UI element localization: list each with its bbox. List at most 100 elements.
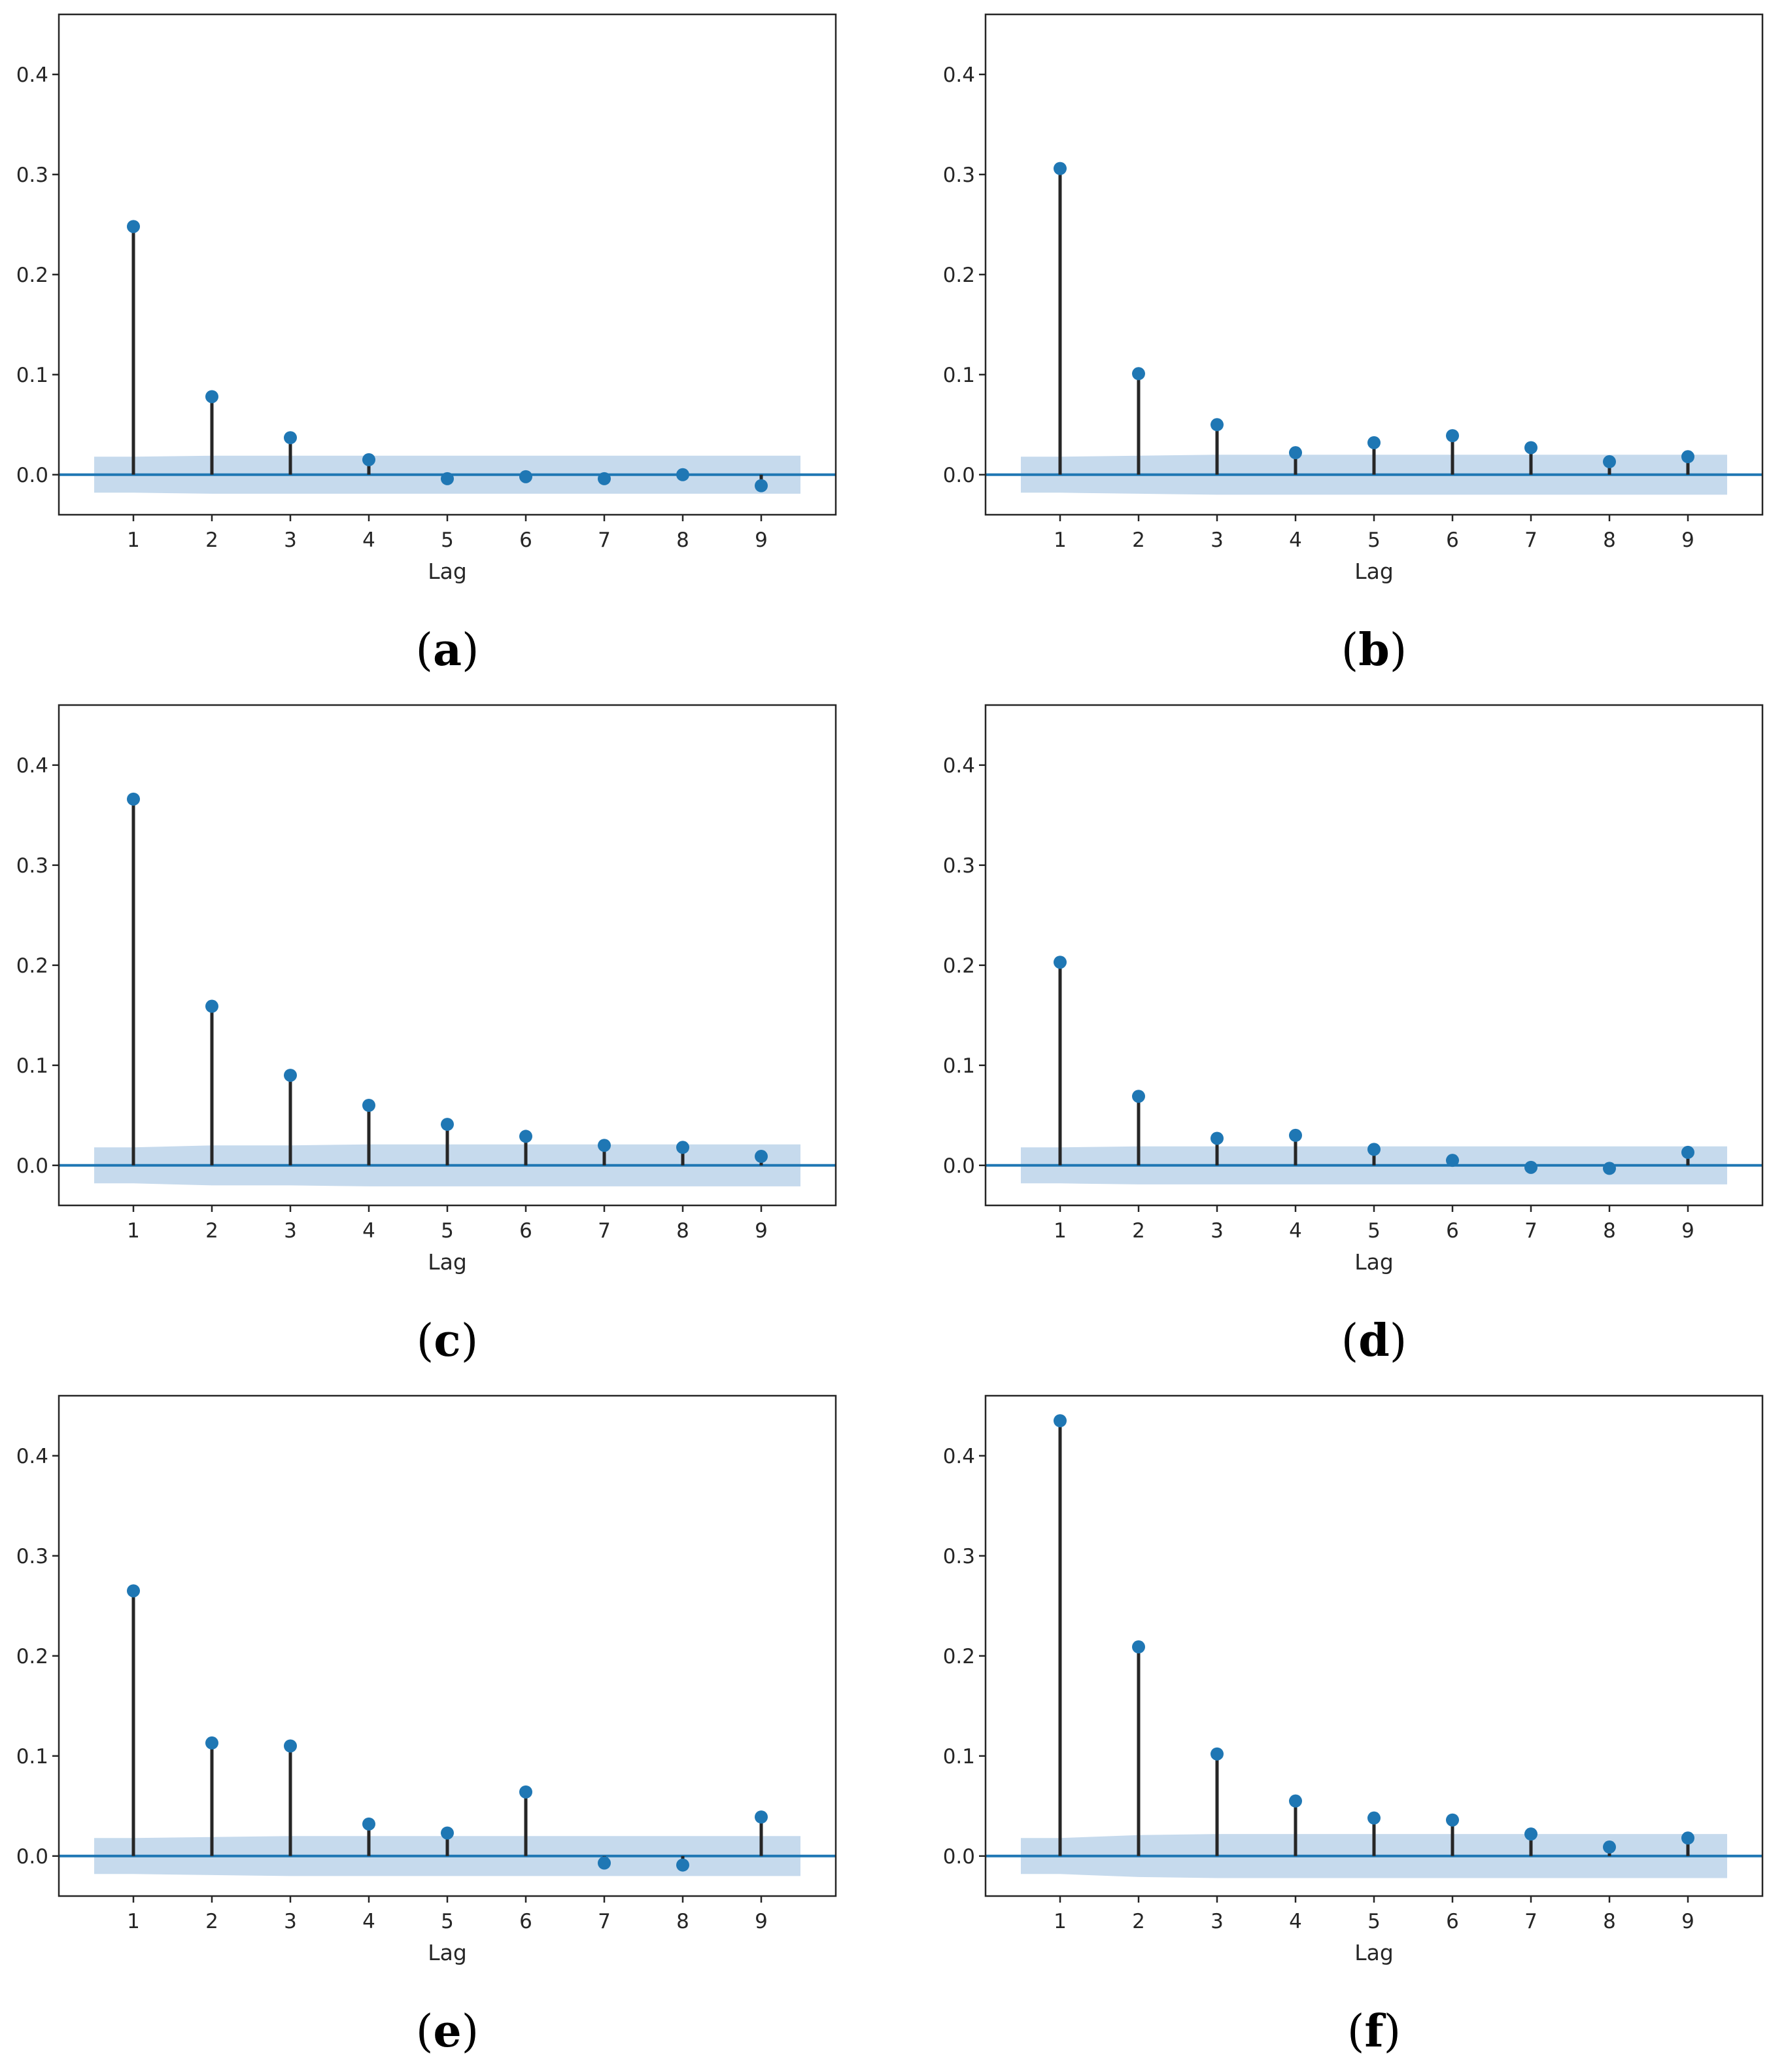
marker-lag-7 (1524, 441, 1537, 455)
x-tick-label: 5 (441, 1219, 454, 1243)
panel-caption: (b) (1341, 624, 1407, 676)
x-tick-label: 8 (676, 528, 689, 552)
marker-lag-3 (284, 1069, 297, 1082)
panel-caption: (e) (416, 2005, 479, 2058)
marker-lag-5 (441, 1118, 454, 1131)
plot-frame (984, 704, 1764, 1207)
marker-lag-5 (441, 472, 454, 485)
marker-lag-4 (1289, 1794, 1302, 1808)
marker-lag-6 (1446, 1813, 1459, 1827)
marker-lag-3 (284, 431, 297, 445)
marker-lag-8 (676, 468, 689, 481)
y-tick-label: 0.3 (16, 1545, 48, 1568)
y-tick-label: 0.1 (16, 1745, 48, 1769)
acf-panel-f: 0.0 0.1 0.2 0.3 0.4 1 2 3 4 5 6 7 8 9 Lag (f) (943, 1394, 1764, 2058)
x-tick-label: 8 (1603, 528, 1616, 552)
marker-lag-8 (1603, 1162, 1616, 1175)
x-axis-title: Lag (428, 1249, 467, 1275)
y-tick-label: 0.3 (943, 164, 975, 187)
marker-lag-1 (127, 1584, 140, 1598)
x-tick-label: 1 (1054, 1219, 1067, 1243)
marker-lag-2 (1132, 367, 1145, 381)
marker-lag-6 (519, 1130, 532, 1143)
y-tick-label: 0.0 (943, 1154, 975, 1178)
marker-lag-5 (441, 1826, 454, 1840)
x-tick-label: 6 (519, 528, 532, 552)
marker-lag-4 (1289, 446, 1302, 460)
y-tick-label: 0.0 (16, 464, 48, 487)
marker-lag-2 (1132, 1640, 1145, 1654)
y-tick-label: 0.2 (943, 264, 975, 287)
x-tick-label: 4 (1289, 1910, 1302, 1933)
x-tick-label: 9 (1681, 1219, 1694, 1243)
x-tick-label: 9 (1681, 528, 1694, 552)
y-tick-label: 0.2 (16, 1645, 48, 1668)
x-tick-label: 8 (1603, 1219, 1616, 1243)
y-tick-label: 0.3 (943, 1545, 975, 1568)
y-tick-label: 0.4 (943, 63, 975, 87)
x-tick-label: 4 (1289, 528, 1302, 552)
x-tick-label: 2 (1132, 1910, 1145, 1933)
panel-caption: (a) (415, 624, 479, 676)
marker-lag-2 (205, 390, 218, 404)
marker-lag-6 (519, 470, 532, 483)
x-tick-label: 2 (205, 528, 218, 552)
x-tick-label: 1 (127, 1910, 140, 1933)
marker-lag-1 (1054, 1414, 1067, 1428)
y-tick-label: 0.1 (943, 1054, 975, 1078)
y-tick-label: 0.4 (16, 754, 48, 778)
marker-lag-1 (127, 792, 140, 806)
x-tick-label: 9 (755, 1219, 768, 1243)
y-tick-label: 0.4 (16, 1445, 48, 1468)
x-tick-label: 5 (1367, 1219, 1381, 1243)
acf-panel-a: 0.0 0.1 0.2 0.3 0.4 1 2 3 4 5 6 7 8 9 Lag (a) (16, 13, 837, 676)
y-tick-label: 0.4 (16, 63, 48, 87)
x-tick-label: 7 (598, 528, 611, 552)
x-tick-label: 9 (755, 528, 768, 552)
x-tick-label: 3 (1211, 528, 1224, 552)
y-tick-label: 0.0 (16, 1845, 48, 1869)
marker-lag-1 (1054, 162, 1067, 175)
x-tick-label: 3 (1211, 1219, 1224, 1243)
y-tick-label: 0.2 (16, 264, 48, 287)
y-tick-label: 0.4 (943, 754, 975, 778)
x-tick-label: 3 (284, 528, 297, 552)
marker-lag-4 (362, 1099, 375, 1112)
acf-panel-b: 0.0 0.1 0.2 0.3 0.4 1 2 3 4 5 6 7 8 9 Lag (b) (943, 13, 1764, 676)
x-tick-label: 7 (598, 1219, 611, 1243)
x-tick-label: 4 (362, 528, 375, 552)
y-tick-label: 0.1 (943, 1745, 975, 1769)
marker-lag-7 (598, 1856, 611, 1870)
x-axis-title: Lag (428, 1940, 467, 1965)
acf-panel-d: 0.0 0.1 0.2 0.3 0.4 1 2 3 4 5 6 7 8 9 Lag (d) (943, 704, 1764, 1367)
y-tick-label: 0.4 (943, 1445, 975, 1468)
x-tick-label: 5 (1367, 528, 1381, 552)
x-tick-label: 4 (362, 1910, 375, 1933)
panel-caption: (d) (1341, 1315, 1407, 1367)
marker-lag-7 (1524, 1827, 1537, 1841)
marker-lag-5 (1367, 436, 1381, 449)
x-tick-label: 4 (362, 1219, 375, 1243)
panel-caption: (c) (417, 1315, 478, 1367)
x-tick-label: 4 (1289, 1219, 1302, 1243)
x-tick-label: 3 (1211, 1910, 1224, 1933)
marker-lag-4 (362, 453, 375, 466)
marker-lag-1 (127, 220, 140, 233)
y-tick-label: 0.3 (16, 164, 48, 187)
marker-lag-8 (676, 1141, 689, 1154)
x-tick-label: 9 (755, 1910, 768, 1933)
x-tick-label: 1 (127, 1219, 140, 1243)
x-tick-label: 5 (1367, 1910, 1381, 1933)
y-tick-label: 0.1 (943, 364, 975, 387)
marker-lag-2 (1132, 1090, 1145, 1103)
x-axis-title: Lag (428, 559, 467, 584)
x-axis-title: Lag (1354, 1249, 1394, 1275)
x-tick-label: 6 (519, 1910, 532, 1933)
marker-lag-7 (598, 1139, 611, 1152)
marker-lag-3 (284, 1739, 297, 1753)
y-tick-label: 0.2 (16, 954, 48, 978)
x-tick-label: 3 (284, 1219, 297, 1243)
y-tick-label: 0.1 (16, 1054, 48, 1078)
x-tick-label: 2 (1132, 528, 1145, 552)
acf-panel-c: 0.0 0.1 0.2 0.3 0.4 1 2 3 4 5 6 7 8 9 Lag (c) (16, 704, 837, 1367)
